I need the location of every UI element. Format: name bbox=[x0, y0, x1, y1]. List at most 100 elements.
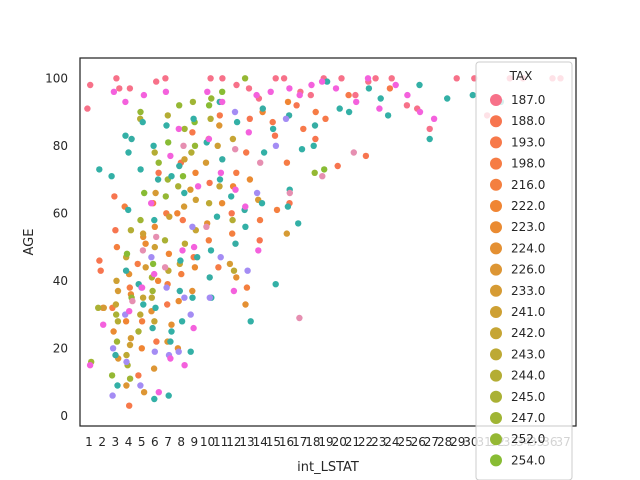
data-point bbox=[139, 294, 147, 301]
x-tick-label: 13 bbox=[239, 435, 254, 449]
data-point bbox=[217, 169, 225, 176]
data-point bbox=[151, 243, 158, 251]
data-point bbox=[125, 149, 132, 156]
data-point bbox=[112, 227, 119, 234]
data-point bbox=[217, 254, 224, 261]
data-point bbox=[205, 135, 213, 143]
data-point bbox=[95, 304, 102, 311]
data-point bbox=[148, 254, 155, 261]
legend-entry: 245.0 bbox=[490, 390, 545, 404]
x-tick-label: 12 bbox=[226, 435, 241, 449]
legend-label: 252.0 bbox=[511, 432, 545, 446]
data-point bbox=[175, 183, 182, 190]
data-point bbox=[228, 193, 235, 200]
legend-marker bbox=[490, 242, 502, 255]
data-point bbox=[229, 230, 236, 237]
data-point bbox=[241, 75, 249, 82]
data-point bbox=[150, 142, 157, 149]
legend-label: 188.0 bbox=[511, 114, 545, 128]
data-point bbox=[179, 173, 187, 180]
data-point bbox=[148, 200, 155, 207]
data-point bbox=[307, 91, 314, 99]
data-point bbox=[108, 173, 115, 180]
data-point bbox=[113, 338, 121, 345]
data-point bbox=[96, 166, 103, 173]
data-point bbox=[322, 115, 329, 123]
data-point bbox=[282, 115, 290, 123]
x-tick-label: 6 bbox=[151, 435, 159, 449]
data-point bbox=[205, 237, 212, 244]
data-point bbox=[153, 78, 160, 85]
data-point bbox=[272, 142, 280, 149]
x-tick-label: 28 bbox=[437, 435, 452, 449]
legend-entries: 187.0 188.0 193.0 198.0 216.0 222.0 223.0 224.0… bbox=[490, 93, 545, 467]
data-point bbox=[138, 318, 146, 325]
data-point bbox=[364, 75, 372, 82]
data-point bbox=[206, 294, 213, 301]
legend-entry: 233.0 bbox=[490, 284, 545, 298]
data-point bbox=[122, 318, 130, 325]
legend-label: 243.0 bbox=[511, 347, 545, 361]
data-point bbox=[122, 98, 129, 106]
data-point bbox=[113, 277, 120, 284]
data-point bbox=[272, 75, 279, 82]
data-point bbox=[181, 240, 189, 247]
x-axis-label: int_LSTAT bbox=[297, 460, 359, 475]
legend-entry: 222.0 bbox=[490, 199, 545, 213]
data-point bbox=[126, 85, 134, 92]
data-point bbox=[137, 382, 144, 389]
legend-label: 244.0 bbox=[511, 369, 545, 383]
data-point bbox=[125, 206, 132, 214]
data-point bbox=[109, 392, 116, 399]
x-tick-label: 1 bbox=[85, 435, 93, 449]
data-point bbox=[179, 247, 186, 254]
data-point bbox=[153, 233, 160, 241]
data-point bbox=[350, 149, 357, 156]
data-point bbox=[174, 210, 181, 217]
legend-entry: 224.0 bbox=[490, 241, 545, 255]
x-tick-label: 30 bbox=[463, 435, 478, 449]
data-point bbox=[164, 112, 171, 119]
data-point bbox=[229, 135, 237, 143]
data-point bbox=[296, 91, 303, 99]
data-point bbox=[318, 78, 326, 85]
data-point bbox=[216, 176, 224, 183]
plot-frame bbox=[79, 57, 577, 427]
data-point bbox=[151, 216, 158, 224]
data-point bbox=[180, 203, 188, 210]
legend-marker bbox=[490, 433, 502, 446]
data-point bbox=[194, 254, 201, 261]
x-tick-label: 27 bbox=[424, 435, 439, 449]
data-point bbox=[230, 287, 238, 295]
data-point bbox=[192, 169, 199, 176]
data-point bbox=[181, 362, 188, 369]
data-point bbox=[155, 159, 162, 166]
data-point bbox=[168, 321, 175, 328]
legend-entry: 244.0 bbox=[490, 369, 545, 383]
data-point bbox=[231, 108, 239, 116]
data-point bbox=[242, 301, 249, 308]
legend: TAX 187.0 188.0 193.0 198.0 216.0 222.0 223.0 2… bbox=[475, 61, 573, 480]
data-point bbox=[345, 91, 352, 99]
data-point bbox=[430, 115, 438, 123]
data-point bbox=[187, 186, 194, 193]
data-point bbox=[259, 105, 266, 112]
data-point bbox=[190, 243, 198, 251]
data-point bbox=[267, 88, 274, 96]
data-point bbox=[167, 338, 174, 345]
data-point bbox=[123, 358, 130, 366]
data-point bbox=[336, 105, 343, 112]
legend-label: 222.0 bbox=[511, 199, 545, 213]
data-point bbox=[175, 125, 182, 133]
x-tick-label: 9 bbox=[191, 435, 199, 449]
data-point bbox=[191, 264, 199, 271]
legend-marker bbox=[490, 263, 502, 276]
data-point bbox=[161, 237, 169, 244]
legend-entry: 198.0 bbox=[490, 157, 545, 171]
legend-entry: 193.0 bbox=[490, 135, 545, 149]
data-point bbox=[338, 75, 345, 82]
x-tick-label: 18 bbox=[305, 435, 320, 449]
data-point bbox=[345, 108, 353, 116]
x-tick-label: 25 bbox=[397, 435, 412, 449]
